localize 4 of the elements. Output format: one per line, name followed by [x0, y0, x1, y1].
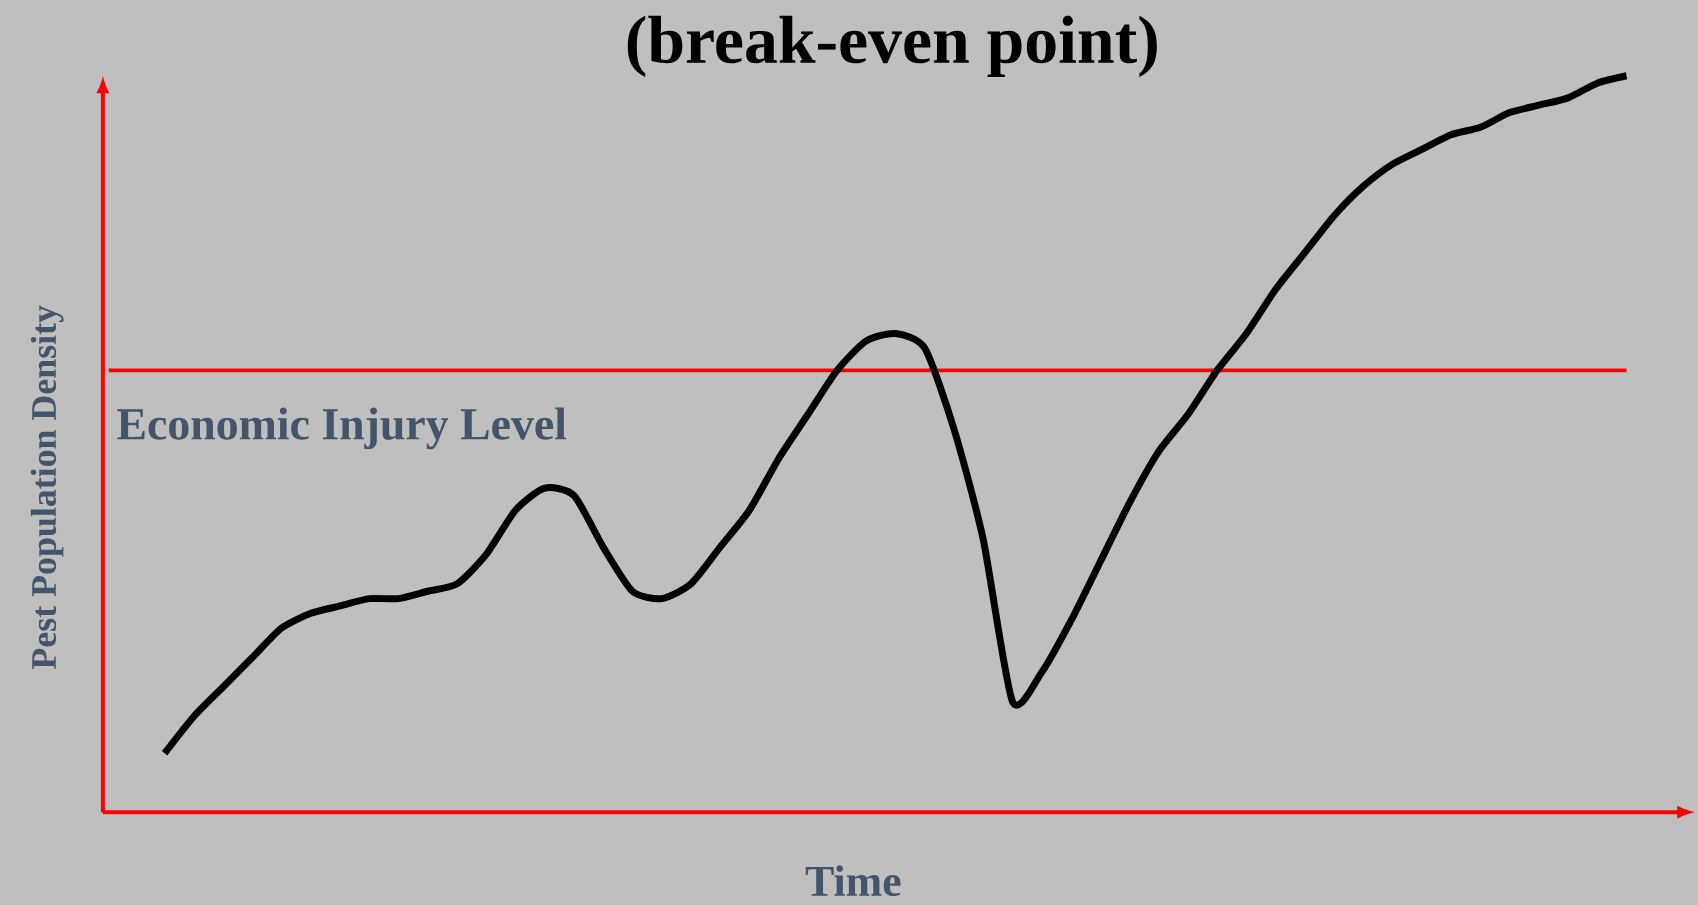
y-axis-title: Pest Population Density: [30, 305, 64, 669]
chart-title: (break-even point): [627, 15, 1157, 77]
x-axis-title: Time: [805, 865, 901, 896]
ref-line-label: Economic Injury Level: [117, 407, 567, 450]
